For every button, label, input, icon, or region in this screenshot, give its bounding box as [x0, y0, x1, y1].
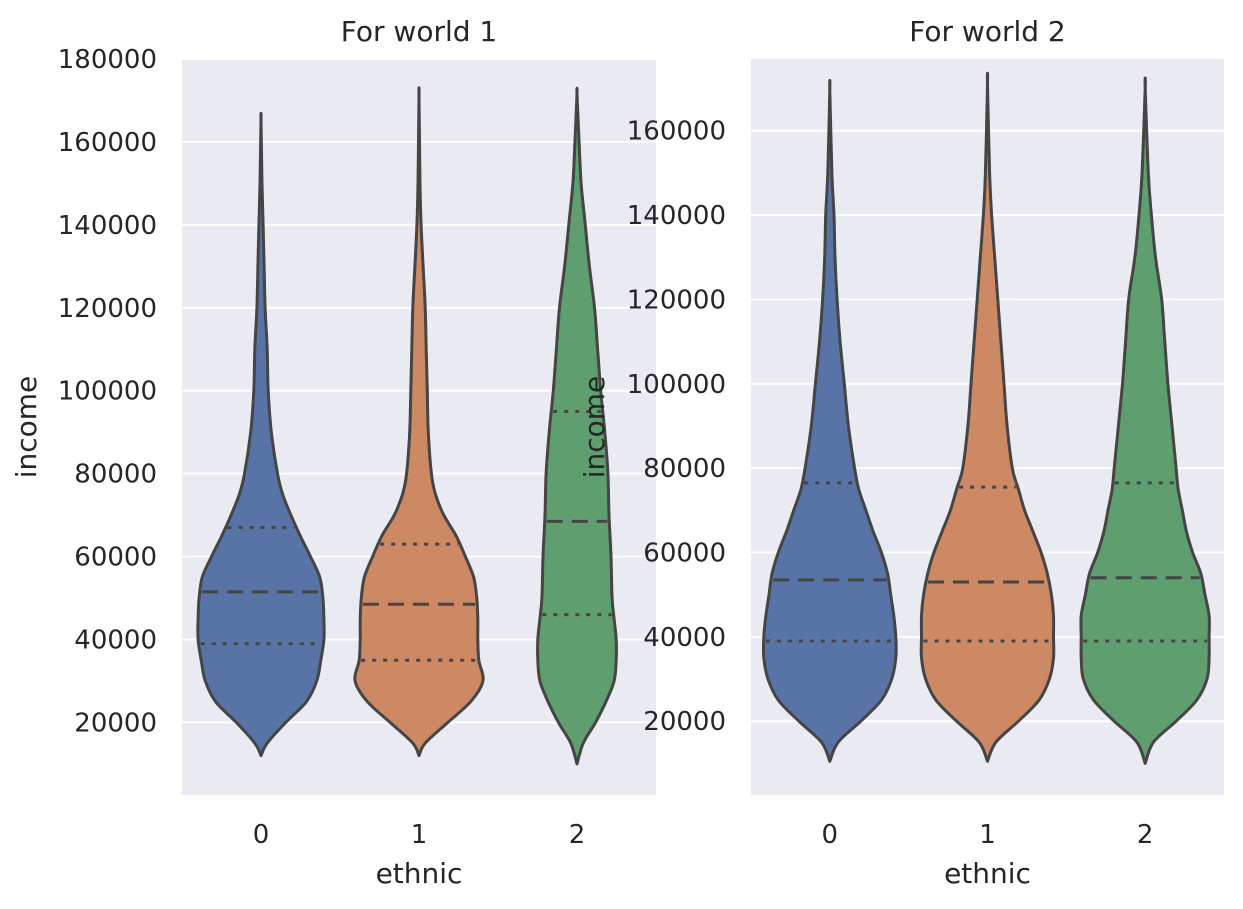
y-tick-label: 180000: [58, 45, 157, 75]
x-axis-label: ethnic: [376, 857, 463, 890]
y-tick-label: 40000: [74, 626, 157, 656]
y-tick-label: 160000: [58, 128, 157, 158]
y-tick-label: 20000: [74, 708, 157, 738]
y-tick-label: 100000: [58, 377, 157, 407]
x-tick-label: 1: [979, 820, 996, 850]
x-tick-label: 2: [569, 820, 586, 850]
y-axis-label: income: [578, 376, 611, 479]
y-tick-label: 160000: [627, 117, 726, 147]
y-tick-label: 140000: [627, 201, 726, 231]
chart-title: For world 1: [341, 15, 497, 48]
y-tick-label: 20000: [643, 707, 726, 737]
x-axis-label: ethnic: [944, 857, 1031, 890]
violin-2: [1079, 76, 1211, 765]
y-tick-label: 40000: [643, 623, 726, 653]
y-tick-label: 140000: [58, 211, 157, 241]
y-tick-label: 120000: [627, 285, 726, 315]
y-tick-label: 80000: [643, 454, 726, 484]
violin-0: [761, 78, 898, 763]
chart-panel-1: 20000 40000 60000 80000 100000 120000 140000 16…: [10, 15, 656, 890]
y-tick-label: 60000: [74, 543, 157, 573]
y-tick-label: 80000: [74, 460, 157, 490]
x-tick-label: 2: [1137, 820, 1154, 850]
y-axis-label: income: [10, 376, 43, 479]
chart-panel-2: 20000 40000 60000 80000 100000 120000 140000 16…: [578, 15, 1224, 890]
y-tick-label: 100000: [627, 370, 726, 400]
chart-title: For world 2: [909, 15, 1065, 48]
y-tick-label: 120000: [58, 294, 157, 324]
violin-0: [196, 111, 326, 758]
violin-1: [353, 86, 485, 758]
x-tick-label: 0: [822, 820, 839, 850]
violin-1: [919, 71, 1056, 763]
violin-2: [536, 86, 618, 766]
y-tick-label: 60000: [643, 538, 726, 568]
x-tick-label: 0: [253, 820, 270, 850]
x-tick-label: 1: [411, 820, 428, 850]
